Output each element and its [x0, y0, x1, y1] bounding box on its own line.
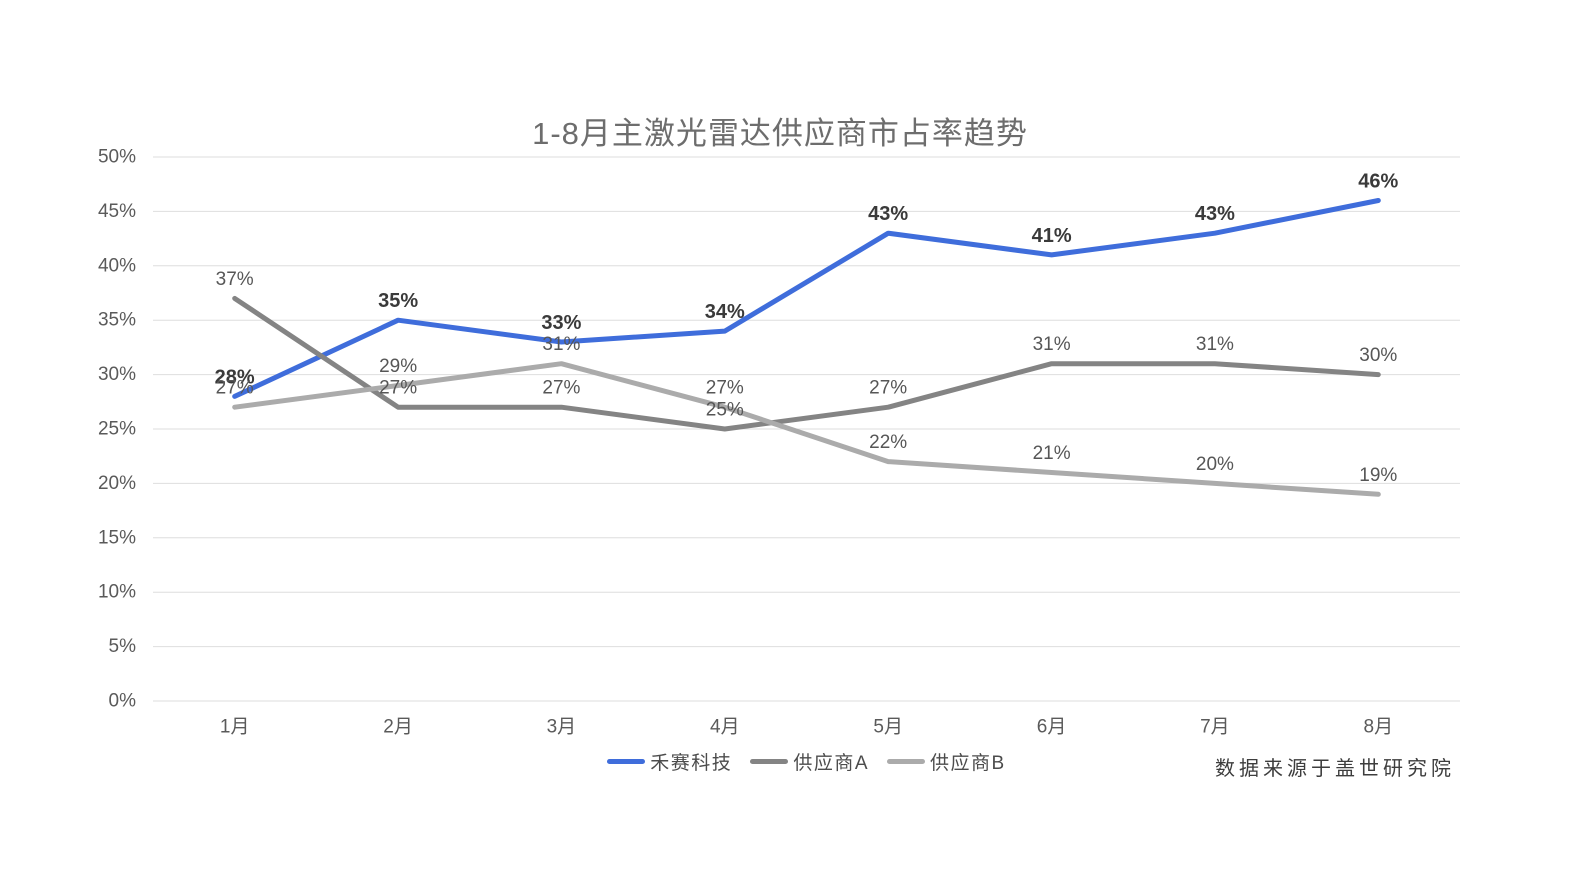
- y-axis-tick-label: 0%: [109, 691, 137, 712]
- x-axis-tick-label: 5月: [873, 717, 903, 738]
- legend-item-supplier-a[interactable]: 供应商A: [750, 748, 869, 775]
- x-axis-tick-label: 1月: [220, 717, 250, 738]
- y-axis-tick-label: 30%: [98, 364, 136, 385]
- y-axis-tick-label: 10%: [98, 582, 136, 603]
- x-axis-tick-label: 4月: [710, 717, 740, 738]
- data-label-supplier-a: 27%: [379, 378, 417, 399]
- data-label-hesai: 43%: [1195, 203, 1235, 225]
- data-label-hesai: 34%: [705, 301, 745, 323]
- legend-swatch-supplier-a: [750, 758, 789, 764]
- y-axis-tick-label: 25%: [98, 419, 136, 440]
- data-label-supplier-b: 19%: [1359, 465, 1397, 486]
- series-line-hesai: [232, 198, 1381, 399]
- x-axis-tick-label: 6月: [1037, 717, 1067, 738]
- data-label-supplier-b: 21%: [1033, 443, 1071, 464]
- data-label-hesai: 28%: [215, 366, 255, 388]
- chart-title: 1-8月主激光雷达供应商市占率趋势: [532, 116, 1028, 151]
- data-label-hesai: 35%: [378, 290, 418, 312]
- data-label-supplier-b: 29%: [379, 356, 417, 377]
- y-axis-tick-label: 40%: [98, 255, 136, 276]
- x-axis-tick-label: 2月: [383, 717, 413, 738]
- legend-label-supplier-b: 供应商B: [930, 752, 1006, 774]
- data-label-supplier-a: 31%: [1033, 334, 1071, 355]
- legend-item-supplier-b[interactable]: 供应商B: [887, 748, 1006, 775]
- data-label-supplier-a: 31%: [1196, 334, 1234, 355]
- data-label-supplier-b: 20%: [1196, 454, 1234, 475]
- data-label-supplier-a: 37%: [216, 269, 254, 290]
- data-label-supplier-b: 27%: [706, 378, 744, 399]
- legend-label-supplier-a: 供应商A: [793, 752, 869, 774]
- legend-item-hesai[interactable]: 禾赛科技: [607, 748, 732, 775]
- y-axis-tick-label: 45%: [98, 201, 136, 222]
- data-label-hesai: 41%: [1032, 225, 1072, 247]
- data-label-supplier-b: 27%: [216, 378, 254, 399]
- x-axis-tick-label: 7月: [1200, 717, 1230, 738]
- y-axis-tick-label: 35%: [98, 310, 136, 331]
- legend: 禾赛科技 供应商A 供应商B: [153, 748, 1460, 774]
- legend-label-hesai: 禾赛科技: [650, 752, 733, 774]
- data-label-hesai: 43%: [868, 203, 908, 225]
- data-label-supplier-b: 31%: [542, 334, 580, 355]
- legend-swatch-supplier-b: [887, 758, 925, 764]
- legend-swatch-hesai: [607, 758, 646, 764]
- series-line-supplier-a: [232, 295, 1381, 432]
- data-label-supplier-a: 25%: [706, 400, 744, 421]
- data-label-hesai: 33%: [541, 312, 581, 334]
- y-axis-tick-label: 5%: [109, 636, 137, 657]
- y-axis-tick-label: 20%: [98, 473, 136, 494]
- data-label-supplier-a: 27%: [869, 378, 907, 399]
- data-label-hesai: 46%: [1358, 171, 1398, 193]
- series-line-supplier-b: [232, 361, 1381, 497]
- data-label-supplier-a: 30%: [1359, 345, 1397, 366]
- data-label-supplier-a: 27%: [542, 378, 580, 399]
- x-axis-tick-label: 8月: [1364, 717, 1394, 738]
- x-axis-tick-label: 3月: [547, 717, 577, 738]
- source-note: 数据来源于盖世研究院: [1215, 758, 1455, 780]
- y-axis-tick-label: 50%: [98, 147, 136, 168]
- y-axis-tick-label: 15%: [98, 527, 136, 548]
- data-label-supplier-b: 22%: [869, 432, 907, 453]
